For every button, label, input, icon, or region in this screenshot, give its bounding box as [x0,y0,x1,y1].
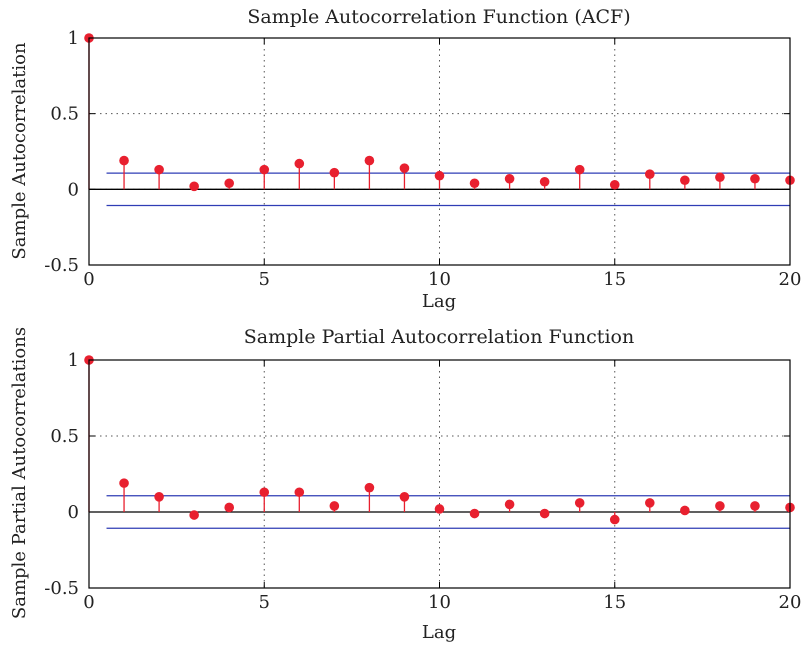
acf-stem-marker [294,158,305,169]
pacf-stem-marker [750,501,760,511]
acf-stem-marker [329,167,340,178]
acf-xlabel: Lag [422,291,456,312]
pacf-stem-marker [645,498,655,508]
acf-stem-marker [715,172,725,183]
pacf-stem-marker [469,508,480,519]
acf-xtick-label: 10 [428,269,451,290]
acf-stem-marker [469,178,480,189]
pacf-stem-marker [715,501,725,511]
pacf-axes-frame [88,359,791,589]
acf-ytick-label: 0 [68,179,79,200]
acf-stem-marker [224,178,234,189]
pacf-stem-marker [224,502,234,513]
pacf-stem-marker [434,504,445,514]
pacf-stem-marker [680,505,690,516]
pacf-xtick-label: 5 [259,592,270,613]
acf-grid [89,38,790,265]
acf-stem-marker [154,164,164,175]
pacf-ytick-label: 0 [68,502,79,523]
acf-xtick-label: 0 [83,269,94,290]
acf-stem-marker [539,176,550,187]
acf-ytick-label: 0.5 [50,104,79,125]
pacf-grid [89,360,790,588]
pacf-stem-marker [609,514,620,525]
acf-stem-marker [750,173,760,184]
acf-xtick-label: 5 [259,269,270,290]
pacf-ylabel: Sample Partial Autocorrelations [9,327,30,619]
acf-xtick-label: 20 [779,269,802,290]
acf-stem-marker [434,170,445,181]
acf-stem-marker [189,181,199,192]
acf-stem-marker [259,164,270,175]
acf-xtick-label: 15 [603,269,626,290]
pacf-ytick-label: 1 [68,350,79,371]
acf-stem-marker [504,173,515,184]
pacf-stem-marker [119,478,129,488]
pacf-stem-marker [504,499,515,510]
acf-stem-marker [119,155,129,166]
acf-stem-marker [645,169,655,179]
pacf-stem-marker [539,508,550,519]
pacf-panel: Sample Partial Autocorrelation Function … [9,326,801,643]
pacf-title: Sample Partial Autocorrelation Function [244,326,634,348]
pacf-stem-marker [399,492,410,502]
pacf-stem-marker [154,492,164,502]
pacf-xtick-label: 10 [428,592,451,613]
acf-stem-marker [609,179,620,190]
acf-stem-marker [399,163,410,173]
acf-axes-frame [88,37,791,266]
pacf-stems [84,355,795,525]
pacf-stem-marker [364,482,375,493]
pacf-xtick-label: 0 [83,592,94,613]
acf-ylabel: Sample Autocorrelation [9,42,30,260]
pacf-stem-marker [294,487,305,498]
acf-stem-marker [680,175,690,186]
acf-panel: Sample Autocorrelation Function (ACF) Sa… [9,6,801,312]
pacf-ytick-label: -0.5 [44,578,79,599]
pacf-xtick-label: 20 [779,592,802,613]
pacf-ytick-label: 0.5 [50,426,79,447]
acf-stem-marker [574,164,585,175]
acf-ytick-label: -0.5 [44,255,79,276]
pacf-stem-marker [329,501,340,511]
acf-stems [84,33,795,192]
acf-title: Sample Autocorrelation Function (ACF) [247,6,630,28]
pacf-xlabel: Lag [422,622,456,643]
acf-ytick-label: 1 [68,28,79,49]
pacf-stem-marker [574,498,585,508]
acf-stem-marker [364,155,375,166]
pacf-xtick-label: 15 [603,592,626,613]
pacf-stem-marker [189,510,199,520]
pacf-stem-marker [259,487,270,498]
